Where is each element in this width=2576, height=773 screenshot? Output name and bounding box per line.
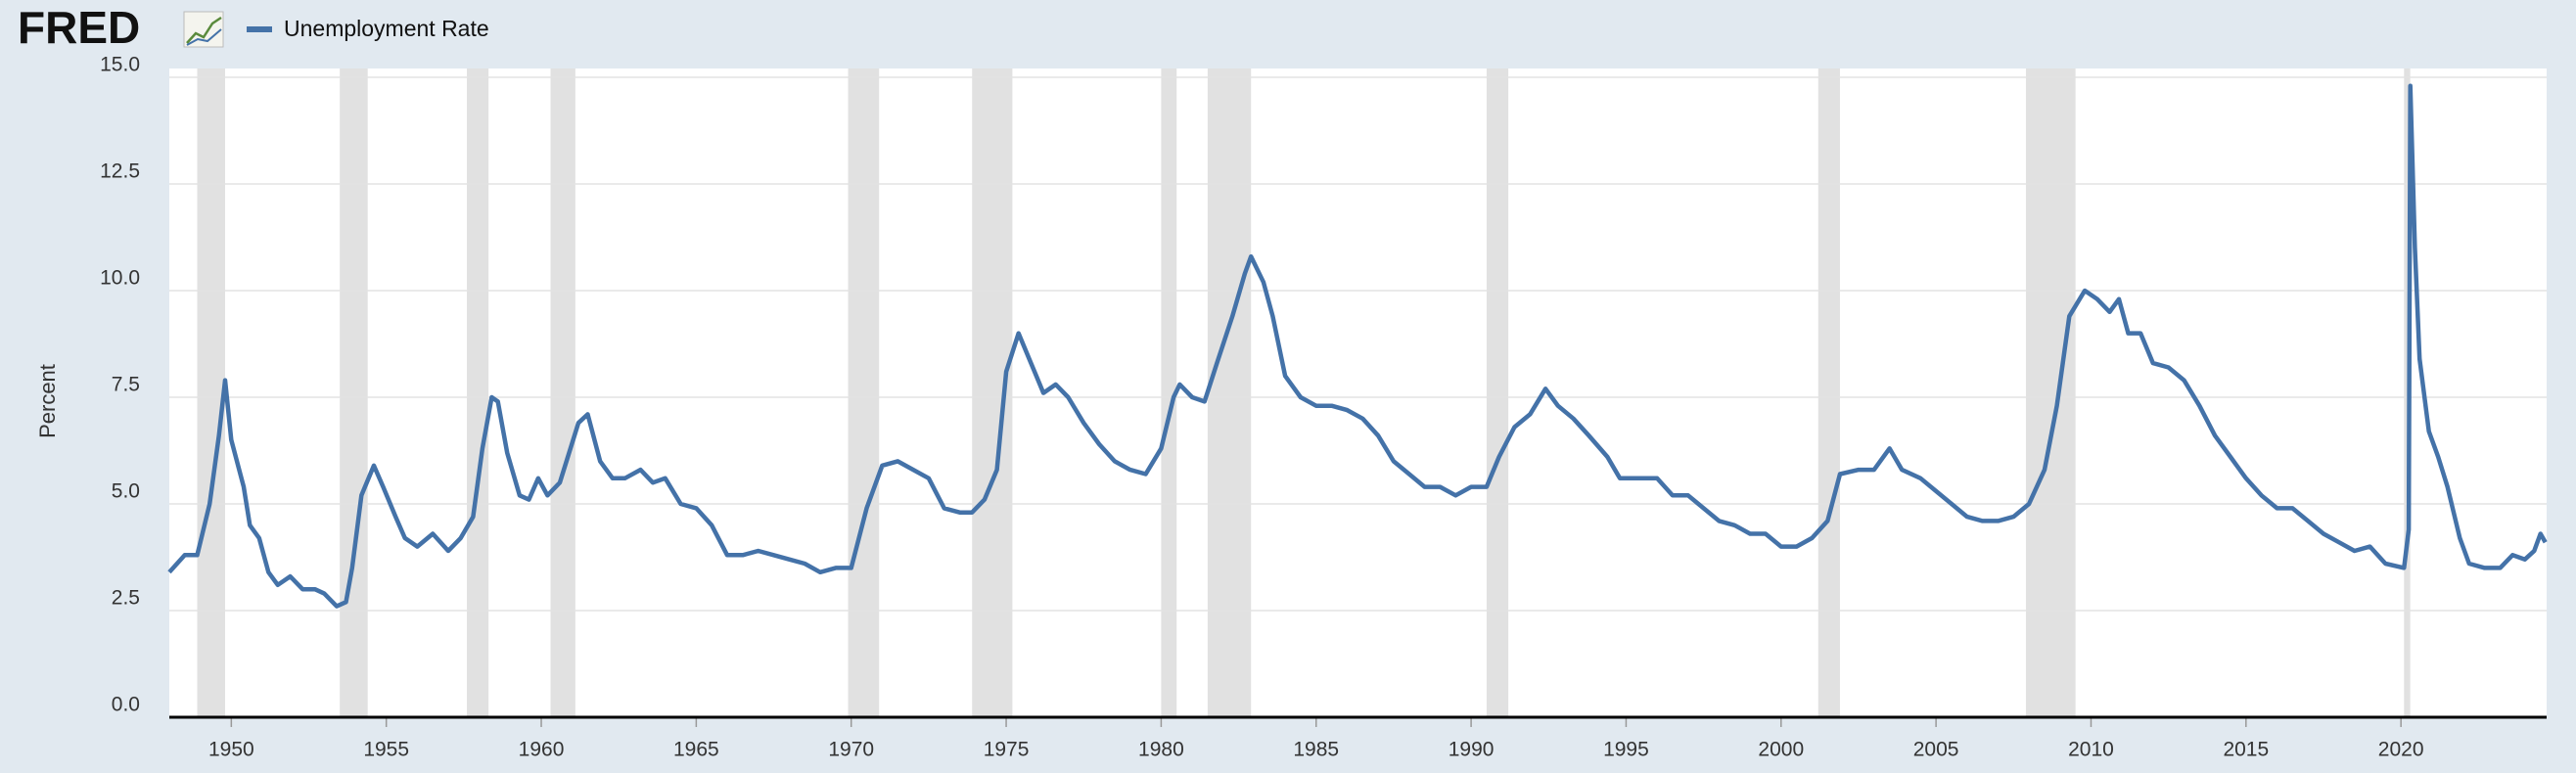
legend-label: Unemployment Rate [284, 16, 489, 41]
y-tick-label: 0.0 [112, 694, 140, 716]
x-tick-label: 1965 [673, 739, 719, 761]
recession-band [1161, 68, 1177, 717]
x-tick-label: 1990 [1449, 739, 1495, 761]
recession-band [197, 68, 226, 717]
x-tick-label: 2000 [1758, 739, 1804, 761]
x-tick-label: 1985 [1293, 739, 1339, 761]
series-line [167, 83, 2548, 609]
logo-icon [183, 11, 224, 48]
x-tick-label: 2020 [2378, 739, 2424, 761]
recession-band [1486, 68, 1509, 717]
recession-band [340, 68, 368, 717]
y-tick-label: 7.5 [112, 374, 140, 396]
recession-band [2025, 68, 2076, 717]
x-tick-label: 2005 [1913, 739, 1959, 761]
x-tick-label: 2010 [2068, 739, 2114, 761]
x-tick-label: 1980 [1138, 739, 1184, 761]
x-tick-label: 1975 [984, 739, 1030, 761]
y-tick-label: 15.0 [100, 54, 140, 76]
recession-band [550, 68, 575, 717]
y-axis-label: Percent [35, 364, 60, 438]
y-tick-label: 2.5 [112, 587, 140, 610]
y-tick-label: 12.5 [100, 160, 140, 183]
x-tick-label: 2015 [2223, 739, 2269, 761]
logo: FRED [18, 2, 140, 53]
recession-band [467, 68, 489, 717]
recession-band [848, 68, 880, 717]
y-tick-label: 5.0 [112, 480, 140, 503]
x-tick-label: 1950 [208, 739, 254, 761]
y-tick-label: 10.0 [100, 267, 140, 290]
recession-band [1207, 68, 1252, 717]
x-tick-label: 1970 [828, 739, 874, 761]
plot [167, 68, 2548, 727]
x-tick-label: 1960 [519, 739, 565, 761]
x-tick-label: 1955 [363, 739, 409, 761]
x-tick-label: 1995 [1603, 739, 1649, 761]
recession-band [1817, 68, 1840, 717]
